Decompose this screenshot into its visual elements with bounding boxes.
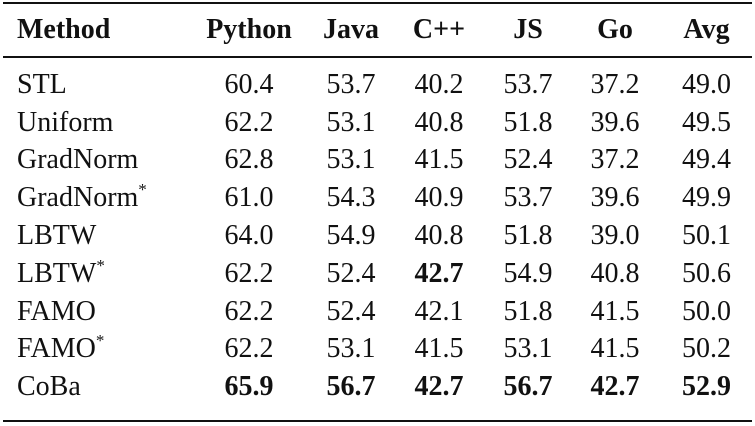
score-cell-js: 51.8 — [503, 295, 553, 327]
top-rule — [3, 2, 752, 4]
score-cell-python: 62.2 — [224, 106, 274, 138]
score-cell-js: 56.7 — [503, 371, 553, 403]
method-cell: CoBa — [0, 368, 190, 412]
score-cell-cpp: 40.2 — [414, 68, 464, 100]
column-header-python: Python — [206, 14, 292, 45]
column-header-js: JS — [513, 14, 543, 45]
table-row: Uniform 62.2 53.1 40.8 51.8 39.6 49.5 — [0, 104, 755, 142]
results-table: Method Python Java C++ JS Go Avg STL 60.4… — [0, 4, 755, 412]
score-cell-js: 53.1 — [503, 333, 553, 365]
score-cell-java: 56.7 — [326, 371, 376, 403]
method-name: CoBa — [17, 371, 81, 403]
score-cell-go: 39.6 — [590, 182, 640, 214]
score-cell-java: 54.3 — [326, 182, 376, 214]
method-variant-marker: * — [96, 255, 105, 275]
score-cell-avg: 49.5 — [682, 106, 731, 138]
column-header-method: Method — [17, 14, 111, 45]
table-body: STL 60.4 53.7 40.2 53.7 37.2 49.0 Uniform 62.2 53… — [0, 56, 755, 412]
score-cell-avg: 50.1 — [682, 220, 731, 252]
table-row: LBTW* 62.2 52.4 42.7 54.9 40.8 50.6 — [0, 255, 755, 293]
score-cell-go: 41.5 — [590, 295, 640, 327]
score-cell-java: 53.1 — [326, 144, 376, 176]
score-cell-python: 65.9 — [224, 371, 274, 403]
method-name: FAMO — [17, 333, 96, 365]
score-cell-cpp: 40.8 — [414, 220, 464, 252]
score-cell-avg: 52.9 — [682, 371, 731, 403]
score-cell-java: 53.1 — [326, 106, 376, 138]
score-cell-java: 52.4 — [326, 295, 376, 327]
table-row: CoBa 65.9 56.7 42.7 56.7 42.7 52.9 — [0, 368, 755, 412]
method-name: GradNorm — [17, 144, 139, 176]
score-cell-go: 37.2 — [590, 144, 640, 176]
table-row: STL 60.4 53.7 40.2 53.7 37.2 49.0 — [0, 56, 755, 104]
method-cell: Uniform — [0, 104, 190, 142]
method-cell: STL — [0, 56, 190, 104]
method-cell: LBTW — [0, 217, 190, 255]
score-cell-java: 54.9 — [326, 220, 376, 252]
score-cell-java: 53.1 — [326, 333, 376, 365]
score-cell-avg: 50.0 — [682, 295, 731, 327]
method-cell: FAMO* — [0, 331, 190, 369]
score-cell-cpp: 41.5 — [414, 144, 464, 176]
score-cell-python: 62.8 — [224, 144, 274, 176]
method-variant-marker: * — [138, 180, 147, 200]
score-cell-python: 60.4 — [224, 68, 274, 100]
score-cell-avg: 50.2 — [682, 333, 731, 365]
score-cell-js: 54.9 — [503, 257, 553, 289]
method-cell: GradNorm — [0, 142, 190, 180]
table-row: GradNorm 62.8 53.1 41.5 52.4 37.2 49.4 — [0, 142, 755, 180]
score-cell-js: 53.7 — [503, 182, 553, 214]
method-name: FAMO — [17, 295, 96, 327]
method-name: Uniform — [17, 106, 114, 138]
method-name: LBTW — [17, 257, 97, 289]
score-cell-js: 51.8 — [503, 220, 553, 252]
header-rule — [3, 56, 752, 58]
score-cell-go: 40.8 — [590, 257, 640, 289]
score-cell-python: 62.2 — [224, 295, 274, 327]
score-cell-go: 39.6 — [590, 106, 640, 138]
score-cell-avg: 49.9 — [682, 182, 731, 214]
score-cell-cpp: 42.1 — [414, 295, 464, 327]
score-cell-go: 41.5 — [590, 333, 640, 365]
score-cell-java: 53.7 — [326, 68, 376, 100]
score-cell-go: 39.0 — [590, 220, 640, 252]
score-cell-python: 62.2 — [224, 257, 274, 289]
header-row: Method Python Java C++ JS Go Avg — [0, 4, 755, 56]
column-header-java: Java — [323, 14, 379, 45]
column-header-avg: Avg — [683, 14, 730, 45]
score-cell-python: 62.2 — [224, 333, 274, 365]
score-cell-java: 52.4 — [326, 257, 376, 289]
score-cell-go: 37.2 — [590, 68, 640, 100]
score-cell-js: 52.4 — [503, 144, 553, 176]
score-cell-avg: 49.4 — [682, 144, 731, 176]
bottom-rule — [3, 420, 752, 422]
score-cell-cpp: 40.9 — [414, 182, 464, 214]
score-cell-cpp: 42.7 — [414, 257, 464, 289]
score-cell-cpp: 41.5 — [414, 333, 464, 365]
score-cell-cpp: 40.8 — [414, 106, 464, 138]
score-cell-python: 61.0 — [224, 182, 274, 214]
score-cell-js: 51.8 — [503, 106, 553, 138]
method-cell: LBTW* — [0, 255, 190, 293]
score-cell-avg: 49.0 — [682, 68, 731, 100]
method-name: STL — [17, 68, 67, 100]
method-name: LBTW — [17, 220, 97, 252]
column-header-cpp: C++ — [412, 14, 466, 45]
table-row: FAMO 62.2 52.4 42.1 51.8 41.5 50.0 — [0, 293, 755, 331]
score-cell-cpp: 42.7 — [414, 371, 464, 403]
method-cell: GradNorm* — [0, 179, 190, 217]
column-header-go: Go — [597, 14, 633, 45]
table-row: GradNorm* 61.0 54.3 40.9 53.7 39.6 49.9 — [0, 179, 755, 217]
method-cell: FAMO — [0, 293, 190, 331]
table-row: FAMO* 62.2 53.1 41.5 53.1 41.5 50.2 — [0, 331, 755, 369]
score-cell-go: 42.7 — [590, 371, 640, 403]
method-name: GradNorm — [17, 182, 139, 214]
score-cell-python: 64.0 — [224, 220, 274, 252]
table-row: LBTW 64.0 54.9 40.8 51.8 39.0 50.1 — [0, 217, 755, 255]
method-variant-marker: * — [95, 331, 105, 351]
score-cell-avg: 50.6 — [682, 257, 731, 289]
score-cell-js: 53.7 — [503, 68, 553, 100]
